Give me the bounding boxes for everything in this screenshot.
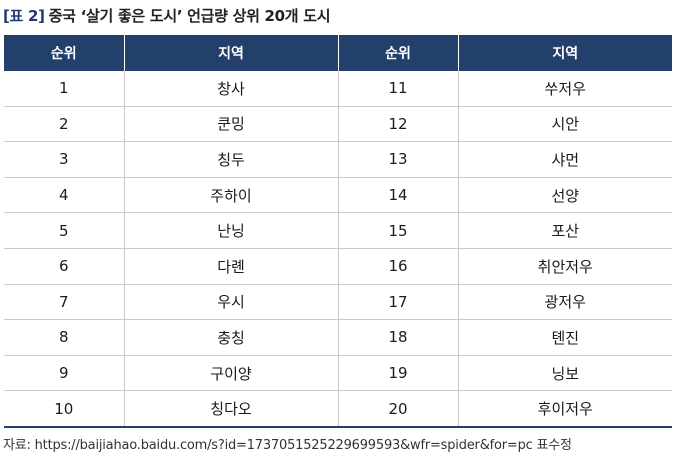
header-region-left: 지역 [124,35,339,71]
table-title-text: 중국 ‘살기 좋은 도시’ 언급량 상위 20개 도시 [48,7,331,25]
city-cell: 쑤저우 [458,71,672,107]
rank-cell: 20 [338,390,459,428]
rank-cell: 2 [4,106,125,143]
header-rank-right: 순위 [338,35,459,71]
rank-cell: 4 [4,177,125,214]
rank-cell: 12 [338,106,459,143]
city-cell: 칭두 [124,141,339,178]
ranking-table-container: 순위 지역 순위 지역 1 창사 11 쑤저우 2 쿤밍 12 시안 3 칭두 [4,35,672,428]
rank-cell: 9 [4,355,125,392]
rank-cell: 10 [4,390,125,428]
city-cell: 쿤밍 [124,106,339,143]
city-cell: 샤먼 [458,141,672,178]
city-cell: 충칭 [124,319,339,356]
city-cell: 닝보 [458,355,672,392]
source-note: 자료: https://baijiahao.baidu.com/s?id=173… [3,438,572,453]
city-cell: 우시 [124,284,339,321]
city-cell: 포산 [458,212,672,249]
header-row: 순위 지역 순위 지역 [4,35,672,71]
table-number-tag: [표 2] [3,7,45,25]
table-row: 3 칭두 13 샤먼 [4,141,672,178]
city-cell: 시안 [458,106,672,143]
city-cell: 구이양 [124,355,339,392]
rank-cell: 19 [338,355,459,392]
table-row: 8 충칭 18 톈진 [4,319,672,356]
city-cell: 칭다오 [124,390,339,428]
header-rank-left: 순위 [4,35,125,71]
table-row: 2 쿤밍 12 시안 [4,106,672,143]
city-cell: 취안저우 [458,248,672,285]
table-row: 9 구이양 19 닝보 [4,355,672,392]
city-cell: 후이저우 [458,390,672,428]
table-row: 7 우시 17 광저우 [4,284,672,321]
city-cell: 창사 [124,71,339,107]
table-body: 1 창사 11 쑤저우 2 쿤밍 12 시안 3 칭두 13 샤먼 4 주하이 … [4,71,672,428]
table-row: 4 주하이 14 선양 [4,177,672,214]
table-header: 순위 지역 순위 지역 [4,35,672,71]
city-cell: 광저우 [458,284,672,321]
table-title: [표 2] 중국 ‘살기 좋은 도시’ 언급량 상위 20개 도시 [3,5,331,26]
rank-cell: 16 [338,248,459,285]
city-cell: 톈진 [458,319,672,356]
table-row: 5 난닝 15 포산 [4,212,672,249]
rank-cell: 15 [338,212,459,249]
ranking-table: 순위 지역 순위 지역 1 창사 11 쑤저우 2 쿤밍 12 시안 3 칭두 [4,35,672,428]
rank-cell: 11 [338,71,459,107]
rank-cell: 5 [4,212,125,249]
rank-cell: 14 [338,177,459,214]
table-row: 6 다롄 16 취안저우 [4,248,672,285]
rank-cell: 1 [4,71,125,107]
city-cell: 난닝 [124,212,339,249]
rank-cell: 3 [4,141,125,178]
city-cell: 주하이 [124,177,339,214]
rank-cell: 6 [4,248,125,285]
table-row: 10 칭다오 20 후이저우 [4,390,672,428]
rank-cell: 18 [338,319,459,356]
header-region-right: 지역 [458,35,672,71]
rank-cell: 17 [338,284,459,321]
city-cell: 선양 [458,177,672,214]
rank-cell: 7 [4,284,125,321]
city-cell: 다롄 [124,248,339,285]
table-row: 1 창사 11 쑤저우 [4,71,672,107]
rank-cell: 13 [338,141,459,178]
rank-cell: 8 [4,319,125,356]
